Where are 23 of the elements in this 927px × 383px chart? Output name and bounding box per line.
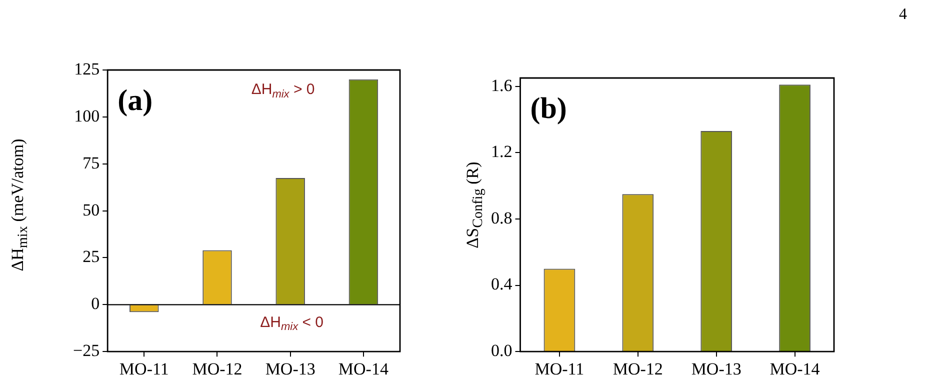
y-tick-label: 25 (82, 247, 100, 266)
x-tick-label: MO-12 (612, 359, 663, 378)
x-tick-label: MO-13 (265, 359, 316, 378)
y-tick-label: −25 (72, 341, 100, 360)
y-tick-label: 1.2 (491, 142, 512, 162)
x-tick-label: MO-14 (338, 359, 389, 378)
x-tick-label: MO-13 (691, 359, 742, 378)
y-tick-label: 50 (82, 200, 100, 220)
x-tick-label: MO-11 (119, 359, 169, 378)
y-tick-label: 0.8 (491, 208, 512, 228)
x-tick-label: MO-14 (770, 359, 820, 378)
x-tick-label: MO-12 (192, 359, 242, 378)
y-tick-label: 0.4 (491, 274, 513, 294)
y-tick-label: 0.0 (491, 341, 512, 360)
y-tick-label: 1.6 (491, 76, 512, 95)
text: 4 (899, 6, 907, 24)
annotation: (b) (530, 92, 567, 125)
x-tick-label: MO-11 (534, 359, 584, 378)
y-tick-label: 0 (91, 294, 100, 314)
y-tick-label: 100 (74, 106, 100, 126)
y-tick-label: 125 (74, 59, 100, 78)
annotation: (a) (118, 84, 153, 117)
y-tick-label: 75 (82, 153, 100, 172)
